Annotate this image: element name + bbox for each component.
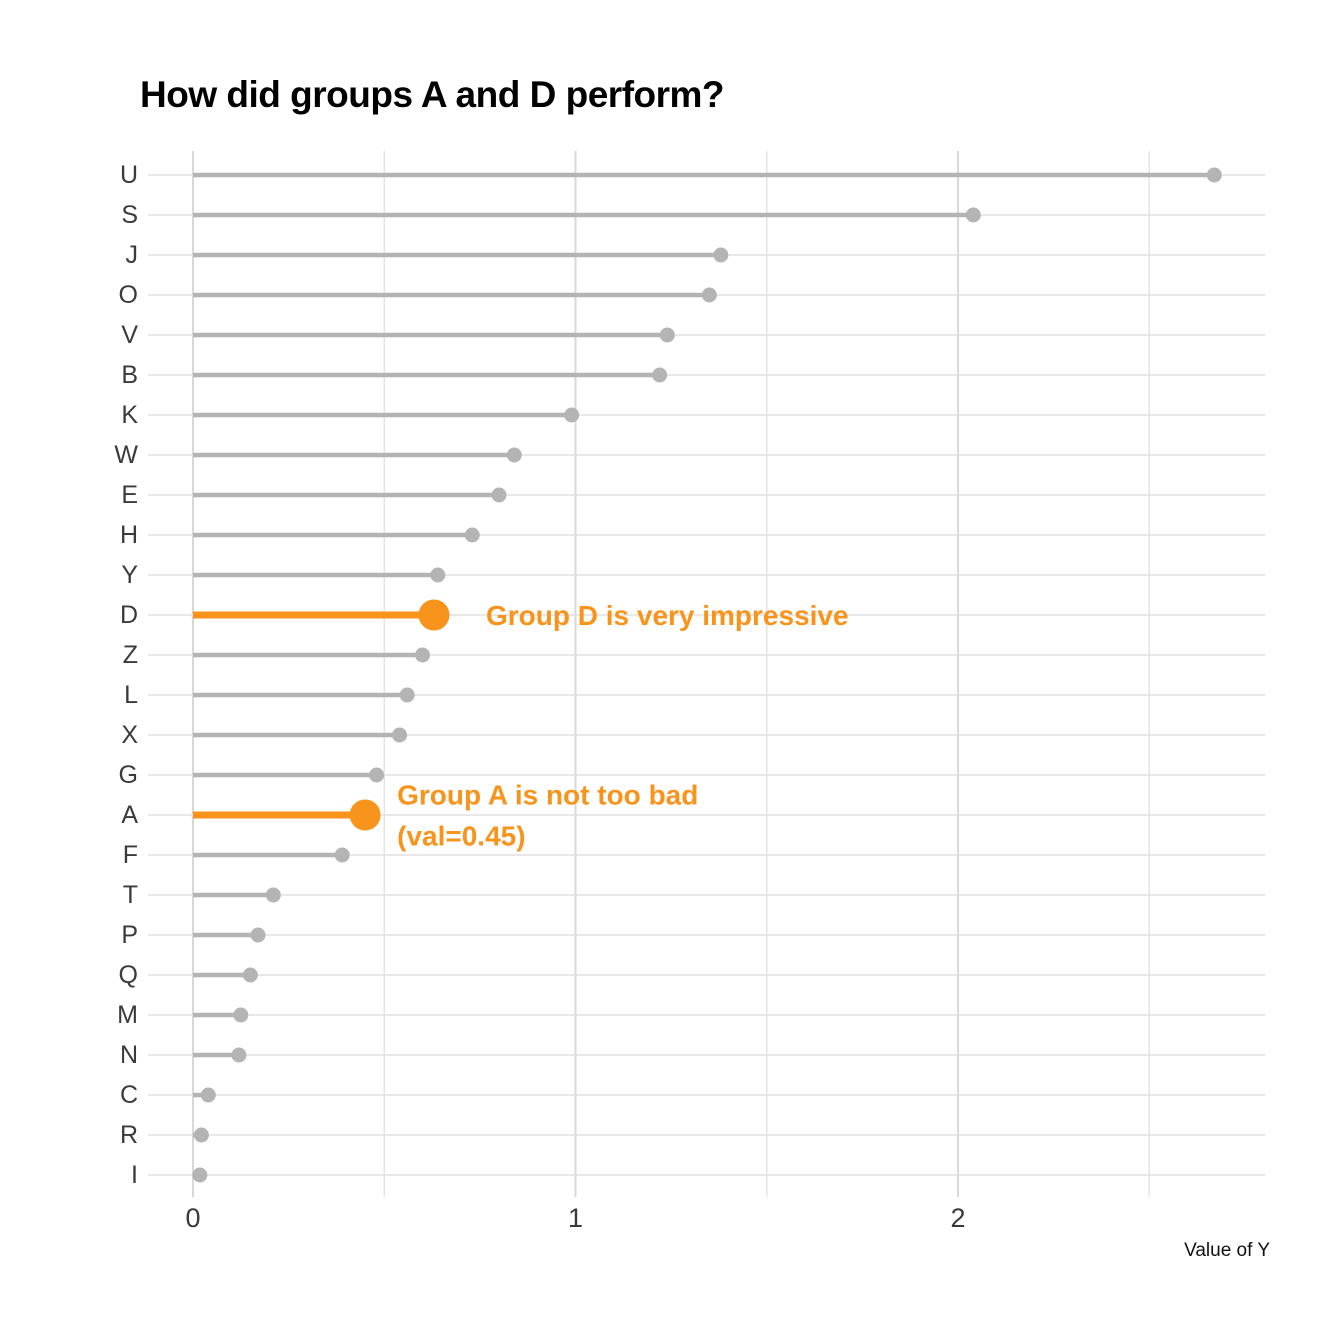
dot-L [399,687,415,703]
dot-P [250,927,266,943]
dot-S [965,207,981,223]
dot-G [369,767,385,783]
y-axis-label-C: C [119,1080,138,1109]
dot-X [392,727,408,743]
annotation-d-line1: Group D is very impressive [486,600,849,631]
y-axis-label-P: P [121,920,138,949]
dot-I [192,1167,208,1183]
y-axis-label-Z: Z [122,640,138,669]
dot-A [349,799,381,831]
y-axis-label-V: V [121,320,138,349]
y-axis-label-J: J [125,240,139,269]
y-axis-label-R: R [119,1120,138,1149]
y-axis-label-F: F [122,840,138,869]
y-axis-label-W: W [114,440,138,469]
y-axis-label-G: G [118,760,138,789]
x-axis-tick-label-1: 1 [567,1203,584,1233]
y-axis-label-N: N [119,1040,138,1069]
y-axis-label-T: T [122,880,138,909]
annotation-a-line1: Group A is not too bad [397,780,698,811]
x-axis-tick-label-2: 2 [950,1203,966,1233]
dot-K [564,407,580,423]
y-axis-label-Q: Q [118,960,138,989]
y-axis-label-I: I [131,1160,138,1189]
dot-W [506,447,522,463]
y-axis-label-O: O [118,280,138,309]
y-axis-label-H: H [119,520,138,549]
dot-Q [242,967,258,983]
dot-V [659,327,675,343]
dot-J [713,247,729,263]
y-axis-label-K: K [121,400,138,429]
y-axis-label-E: E [121,480,138,509]
dot-E [491,487,507,503]
y-axis-label-X: X [121,720,138,749]
dot-C [200,1087,216,1103]
dot-D [418,599,450,631]
dot-F [334,847,350,863]
dot-H [464,527,480,543]
chart-title: How did groups A and D perform? [140,74,725,115]
y-axis-label-A: A [121,800,138,829]
y-axis-label-B: B [121,360,138,389]
dot-B [652,367,668,383]
x-axis-tick-label-0: 0 [185,1203,201,1233]
y-axis-label-M: M [117,1000,138,1029]
dot-Z [415,647,430,663]
dot-U [1206,167,1222,183]
dot-O [701,287,717,303]
dot-T [265,887,281,903]
y-axis-label-S: S [121,200,138,229]
dot-M [233,1007,249,1023]
dot-Y [430,567,446,583]
dot-R [193,1127,209,1143]
annotation-a-line2: (val=0.45) [397,821,525,852]
dot-N [231,1047,247,1063]
y-axis-label-Y: Y [121,560,138,589]
y-axis-label-L: L [124,680,138,709]
x-axis-title: Value of Y [1184,1240,1270,1261]
y-axis-label-D: D [119,600,138,629]
y-axis-label-U: U [119,160,138,189]
